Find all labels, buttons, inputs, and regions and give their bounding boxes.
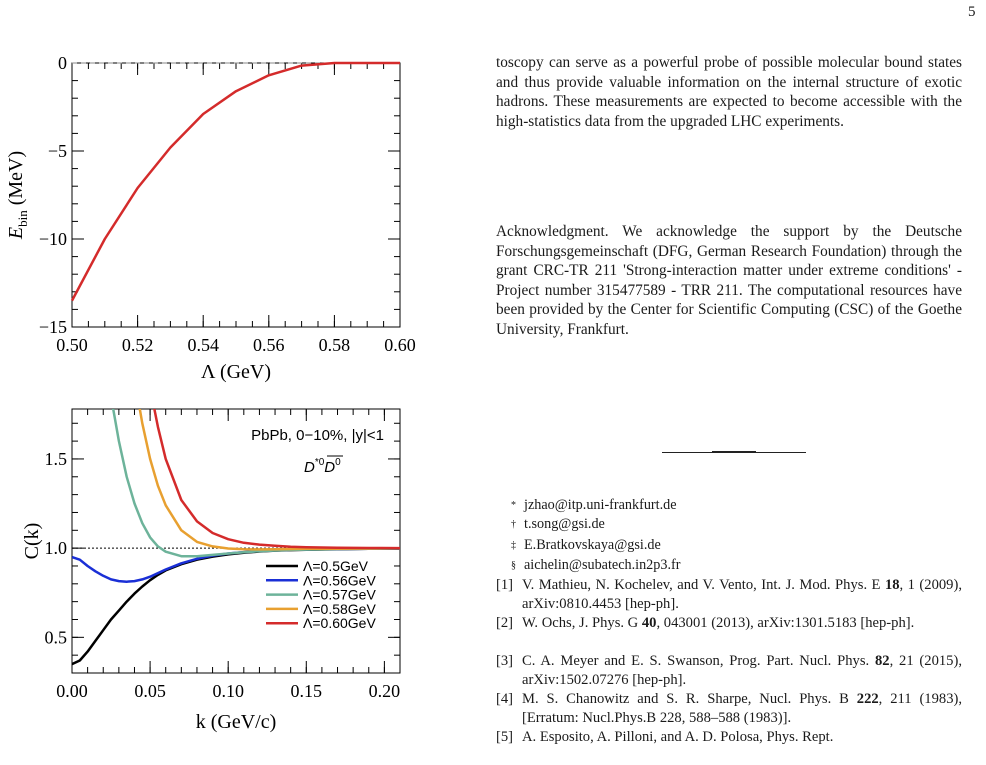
collision-annotation: PbPb, 0−10%, |y|<1 [251,427,384,444]
bottom-x-tick-labels: 0.00 0.05 0.10 0.15 0.20 [56,681,400,701]
reference-1: [1] V. Mathieu, N. Kochelev, and V. Vento… [496,577,962,612]
legend-label: Λ=0.5GeV [303,558,369,574]
top-x-tick-labels: 0.50 0.52 0.54 0.56 0.58 0.60 [56,335,416,355]
legend-label: Λ=0.60GeV [303,615,376,631]
x-tick-label: 0.56 [253,335,285,355]
figure-panels: 0.50 0.52 0.54 0.56 0.58 0.60 0 −5 −10 −15 Λ (Ge… [5,53,416,733]
top-y-tick-labels: 0 −5 −10 −15 [39,53,67,337]
legend-label: Λ=0.56GeV [303,572,376,588]
bottom-ticks [71,409,401,674]
bottom-y-axis-label: C(k) [21,523,43,560]
reference-4: [4] M. S. Chanowitz and S. R. Sharpe, Nuc… [496,691,963,726]
x-tick-label: 0.15 [291,681,323,701]
y-tick-label: 1.5 [45,449,68,469]
x-tick-label: 0.54 [187,335,219,355]
bottom-y-tick-labels: 0.5 1.0 1.5 [45,449,68,647]
footnote: * jzhao@itp.uni-frankfurt.de [511,497,677,513]
legend: Λ=0.5GeVΛ=0.56GeVΛ=0.57GeVΛ=0.58GeVΛ=0.6… [266,558,376,631]
y-tick-label: −15 [39,317,67,337]
series-line-3 [138,409,400,551]
binding-energy-chart: 0.50 0.52 0.54 0.56 0.58 0.60 0 −5 −10 −15 Λ (Ge… [5,53,416,383]
x-tick-label: 0.00 [56,681,88,701]
meson-pair-label: D*0D0 [304,455,343,476]
series-line-4 [153,409,400,550]
top-lines [70,61,400,302]
y-tick-label: −10 [39,229,67,249]
acknowledgment-paragraph: Acknowledgment. We acknowledge the suppo… [496,223,962,338]
reference-3: [3] C. A. Meyer and E. S. Swanson, Prog. … [496,653,962,688]
legend-label: Λ=0.57GeV [303,587,376,603]
x-tick-label: 0.50 [56,335,88,355]
top-x-axis-label: Λ (GeV) [201,361,271,383]
body-paragraph-1: toscopy can serve as a powerful probe of… [496,54,962,130]
footnote-separator-thick [712,451,756,453]
reference-2: [2] W. Ochs, J. Phys. G 40, 043001 (2013)… [496,615,915,631]
top-y-axis-label: Ebin (MeV) [5,151,30,240]
legend-label: Λ=0.58GeV [303,601,376,617]
series-line-0 [70,61,400,302]
footnote: ‡ E.Bratkovskaya@gsi.de [511,537,661,553]
top-plot-frame [71,62,401,328]
correlation-function-chart: 0.00 0.05 0.10 0.15 0.20 0.5 1.0 1.5 k (GeV/c)… [21,408,401,733]
x-tick-label: 0.10 [212,681,244,701]
page-number: 5 [968,4,976,20]
x-tick-label: 0.20 [369,681,401,701]
y-tick-label: 1.0 [45,538,68,558]
bottom-plot-frame [71,408,401,674]
top-ticks [71,62,401,328]
reference-5: [5] A. Esposito, A. Pilloni, and A. D. Po… [496,729,834,745]
x-tick-label: 0.60 [384,335,416,355]
footnote: § aichelin@subatech.in2p3.fr [511,557,681,573]
footnote: † t.song@gsi.de [511,516,605,532]
x-tick-label: 0.58 [319,335,351,355]
y-tick-label: −5 [48,141,67,161]
x-tick-label: 0.05 [134,681,166,701]
y-tick-label: 0 [58,53,67,73]
x-tick-label: 0.52 [122,335,154,355]
y-tick-label: 0.5 [45,627,68,647]
svg-text:D*0D0: D*0D0 [304,457,341,476]
bottom-x-axis-label: k (GeV/c) [196,711,277,733]
bottom-lines [72,409,400,666]
